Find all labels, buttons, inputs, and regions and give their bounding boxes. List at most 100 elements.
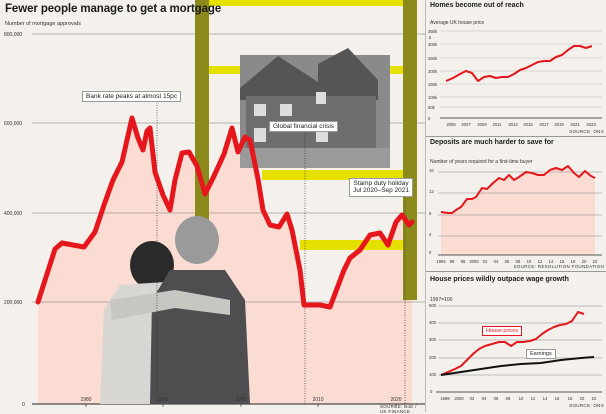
main-chart-subtitle: Number of mortgage approvals (5, 21, 81, 27)
svg-text:08: 08 (506, 396, 511, 401)
svg-text:2013: 2013 (508, 122, 518, 127)
svg-text:200: 200 (429, 355, 437, 360)
panel1-chart: 0 50k 100k 150k 200k 250k 300k 350k £ 20… (428, 29, 602, 127)
svg-text:2020: 2020 (390, 397, 401, 403)
main-chart-panel: 800,000 600,000 400,000 200,000 0 1980 1… (4, 0, 425, 414)
svg-text:1998: 1998 (440, 396, 450, 401)
svg-text:16: 16 (560, 259, 565, 264)
svg-text:300k: 300k (428, 42, 438, 47)
svg-text:2007: 2007 (461, 122, 471, 127)
svg-text:20: 20 (580, 396, 585, 401)
svg-text:04: 04 (494, 259, 499, 264)
svg-text:600,000: 600,000 (4, 121, 22, 127)
svg-text:100k: 100k (428, 95, 438, 100)
svg-text:50k: 50k (428, 105, 436, 110)
approvals-line (35, 115, 415, 310)
panel1-price-line (445, 45, 593, 82)
svg-text:06: 06 (494, 396, 499, 401)
svg-text:18: 18 (571, 259, 576, 264)
svg-text:2005: 2005 (446, 122, 456, 127)
main-chart-title: Fewer people manage to get a mortgage (5, 3, 222, 15)
panel2-subtitle: Number of years required for a first-tim… (430, 159, 533, 165)
panel3-house-price-line (440, 311, 585, 376)
svg-text:500: 500 (429, 303, 437, 308)
svg-text:200k: 200k (428, 69, 438, 74)
svg-text:0: 0 (430, 389, 433, 394)
svg-text:10: 10 (519, 396, 524, 401)
svg-text:2000: 2000 (235, 397, 246, 403)
y-axis-labels: 800,000 600,000 400,000 200,000 0 (4, 32, 25, 408)
svg-text:20: 20 (582, 259, 587, 264)
svg-text:2000: 2000 (454, 396, 464, 401)
svg-text:14: 14 (543, 396, 548, 401)
svg-text:08: 08 (516, 259, 521, 264)
svg-text:1994: 1994 (436, 259, 446, 264)
svg-text:2021: 2021 (570, 122, 580, 127)
svg-text:2015: 2015 (523, 122, 533, 127)
svg-text:400: 400 (429, 320, 437, 325)
panel1-source: SOURCE: ONS (569, 129, 604, 134)
svg-text:22: 22 (593, 259, 598, 264)
svg-text:98: 98 (461, 259, 466, 264)
panel2-years-line (440, 165, 596, 214)
panel1-title: Homes become out of reach (430, 2, 524, 9)
stamp-duty-line1: Stamp duty holiday (353, 180, 409, 187)
main-chart-svg: 800,000 600,000 400,000 200,000 0 1980 1… (4, 0, 425, 408)
panel-deposit-years: Deposits are much harder to save for Num… (425, 137, 606, 273)
svg-text:2011: 2011 (492, 122, 502, 127)
svg-text:800,000: 800,000 (4, 32, 22, 38)
svg-text:150k: 150k (428, 82, 438, 87)
svg-text:22: 22 (592, 396, 597, 401)
svg-text:16: 16 (555, 396, 560, 401)
svg-text:96: 96 (450, 259, 455, 264)
earnings-label: Earnings (526, 349, 556, 360)
svg-text:250k: 250k (428, 56, 438, 61)
house-prices-label: House prices (482, 326, 523, 337)
couple-photo (100, 216, 250, 404)
panel2-title: Deposits are much harder to save for (430, 139, 554, 146)
svg-text:02: 02 (483, 259, 488, 264)
svg-text:12: 12 (429, 189, 434, 194)
svg-text:04: 04 (482, 396, 487, 401)
svg-text:14: 14 (549, 259, 554, 264)
svg-text:4: 4 (429, 232, 432, 237)
svg-text:300: 300 (429, 337, 437, 342)
svg-text:1990: 1990 (157, 397, 168, 403)
svg-text:1980: 1980 (80, 397, 91, 403)
panel2-chart: 0 4 8 12 16 1994 96 98 2000 02 04 06 08 … (429, 165, 602, 264)
gfc-annotation: Global financial crisis (269, 121, 339, 133)
svg-text:0: 0 (428, 116, 431, 121)
panel1-subtitle: Average UK house price (430, 20, 485, 26)
svg-text:16: 16 (429, 168, 434, 173)
svg-text:400,000: 400,000 (4, 211, 22, 217)
svg-text:12: 12 (531, 396, 536, 401)
svg-text:2017: 2017 (539, 122, 549, 127)
svg-text:200,000: 200,000 (4, 300, 22, 306)
svg-text:350k: 350k (428, 29, 438, 34)
svg-text:2023: 2023 (586, 122, 596, 127)
panel3-title: House prices wildly outpace wage growth (430, 276, 569, 283)
svg-text:10: 10 (527, 259, 532, 264)
x-axis-labels: 1980 1990 2000 2010 2020 (80, 397, 402, 407)
panel3-source: SOURCE: ONS (569, 403, 604, 408)
panel3-chart: 0 100 200 300 400 500 1998 2000 02 04 06… (429, 303, 602, 401)
stamp-duty-annotation: Stamp duty holiday Jul 2020–Sep 2021 (349, 178, 414, 197)
svg-text:02: 02 (470, 396, 475, 401)
svg-text:0: 0 (429, 250, 432, 255)
house-photo (240, 48, 390, 168)
svg-text:06: 06 (505, 259, 510, 264)
svg-text:12: 12 (538, 259, 543, 264)
main-source: SOURCE: BoE / UK FINANCE (380, 404, 417, 414)
svg-text:2000: 2000 (469, 259, 479, 264)
stamp-duty-line2: Jul 2020–Sep 2021 (353, 187, 410, 195)
svg-text:0: 0 (22, 402, 25, 408)
svg-text:2019: 2019 (554, 122, 564, 127)
panel-house-price: Homes become out of reach Average UK hou… (425, 0, 606, 138)
panel3-subtitle: 1997=100 (430, 297, 453, 303)
panel-wage-growth: House prices wildly outpace wage growth … (425, 272, 606, 412)
svg-text:2009: 2009 (477, 122, 487, 127)
panel2-source: SOURCE: RESOLUTION FOUNDATION (513, 264, 604, 269)
svg-text:£: £ (429, 35, 432, 40)
svg-text:2010: 2010 (312, 397, 323, 403)
svg-text:18: 18 (568, 396, 573, 401)
